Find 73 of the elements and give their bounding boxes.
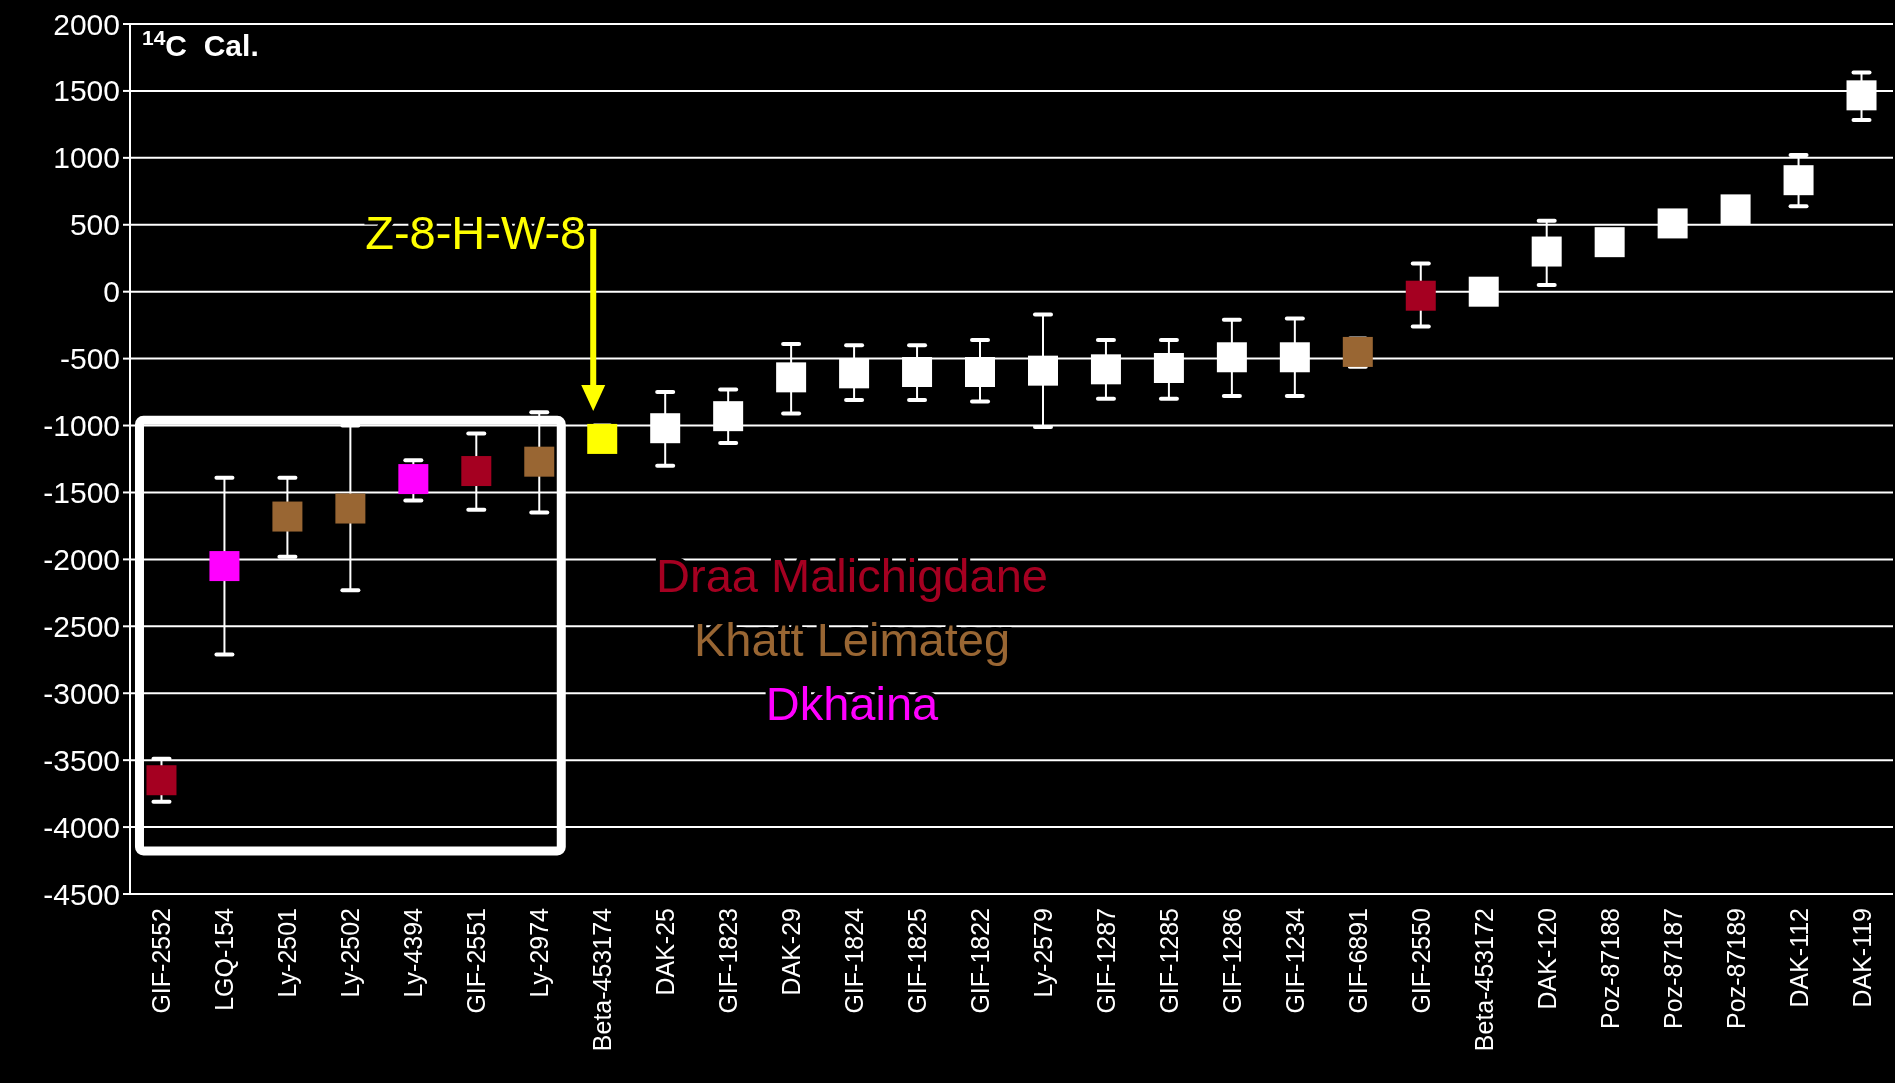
y-tick-label: -2000 [43,542,120,576]
point [209,551,240,582]
x-tick-label: DAK-120 [1532,908,1561,1010]
point [1468,276,1499,307]
x-tick-label: GIF-2551 [462,908,491,1014]
x-tick-label: GIF-1822 [966,908,995,1014]
y-tick-label: -2500 [43,609,120,643]
x-tick-label: Ly-2502 [336,908,365,998]
y-tick-label: -4000 [43,810,120,844]
x-tick-label: GIF-1234 [1280,907,1309,1014]
x-tick-label: GIF-6891 [1343,908,1372,1014]
x-tick-label: Ly-2579 [1028,908,1057,998]
x-tick-label: Poz-87187 [1658,908,1687,1029]
x-tick-label: Ly-2974 [525,907,554,998]
x-tick-label: Poz-87189 [1721,908,1750,1029]
y-tick-label: -1500 [43,475,120,509]
y-tick-label: -3000 [43,676,120,710]
x-tick-label: GIF-1285 [1154,908,1183,1014]
x-tick-label: Ly-4394 [399,907,428,998]
x-tick-label: GIF-2552 [147,908,176,1014]
point [1090,354,1121,385]
x-tick-label: Ly-2501 [273,908,302,998]
point [398,464,429,495]
point [1720,194,1751,225]
x-tick-label: GIF-1287 [1091,908,1120,1014]
point [1279,342,1310,373]
point [902,357,933,387]
y-tick-label: 1500 [53,74,120,108]
y-tick-label: -3500 [43,743,120,777]
y-tick-label: 2000 [53,7,120,41]
x-tick-label: DAK-25 [651,908,680,996]
point [965,357,996,387]
x-tick-label: GIF-1825 [903,908,932,1014]
point [1153,352,1184,383]
point [461,456,492,487]
point [839,358,870,389]
x-tick-label: Beta-453172 [1469,908,1498,1052]
point [776,362,807,393]
x-tick-label: DAK-119 [1847,908,1876,1008]
text: Draa Malichigdane [656,549,1048,602]
x-tick-label: DAK-29 [777,908,806,996]
point [587,423,618,454]
y-tick-label: 500 [69,208,120,242]
y-tick-label: -1000 [43,409,120,443]
x-tick-label: Beta-453174 [588,907,617,1052]
y-tick-label: -4500 [43,877,120,911]
x-tick-label: Poz-87188 [1595,908,1624,1029]
point [335,493,366,524]
point [1657,208,1688,239]
x-tick-label: GIF-1286 [1217,908,1246,1014]
point [272,501,303,532]
point [1783,165,1814,196]
x-tick-label: DAK-112 [1784,908,1813,1008]
text: Dkhaina [765,677,940,730]
point [1216,342,1247,373]
point [524,446,555,477]
y-tick-label: -500 [59,342,120,376]
point [1027,355,1058,386]
point [146,765,177,796]
x-tick-label: LGQ-154 [210,907,239,1011]
y-tick-label: 0 [103,275,120,309]
point [650,413,681,444]
point [1405,280,1436,311]
point [1531,236,1562,267]
point [1846,80,1877,111]
x-tick-label: GIF-1823 [714,908,743,1014]
x-tick-label: GIF-2550 [1406,908,1435,1014]
point [713,401,744,432]
x-tick-label: GIF-1824 [840,907,869,1014]
y-axis-title: $^{14}$C Cal. [142,25,259,62]
text: Khatt Leimateg [693,613,1011,666]
y-tick-label: 1000 [53,141,120,175]
point [1594,227,1625,258]
